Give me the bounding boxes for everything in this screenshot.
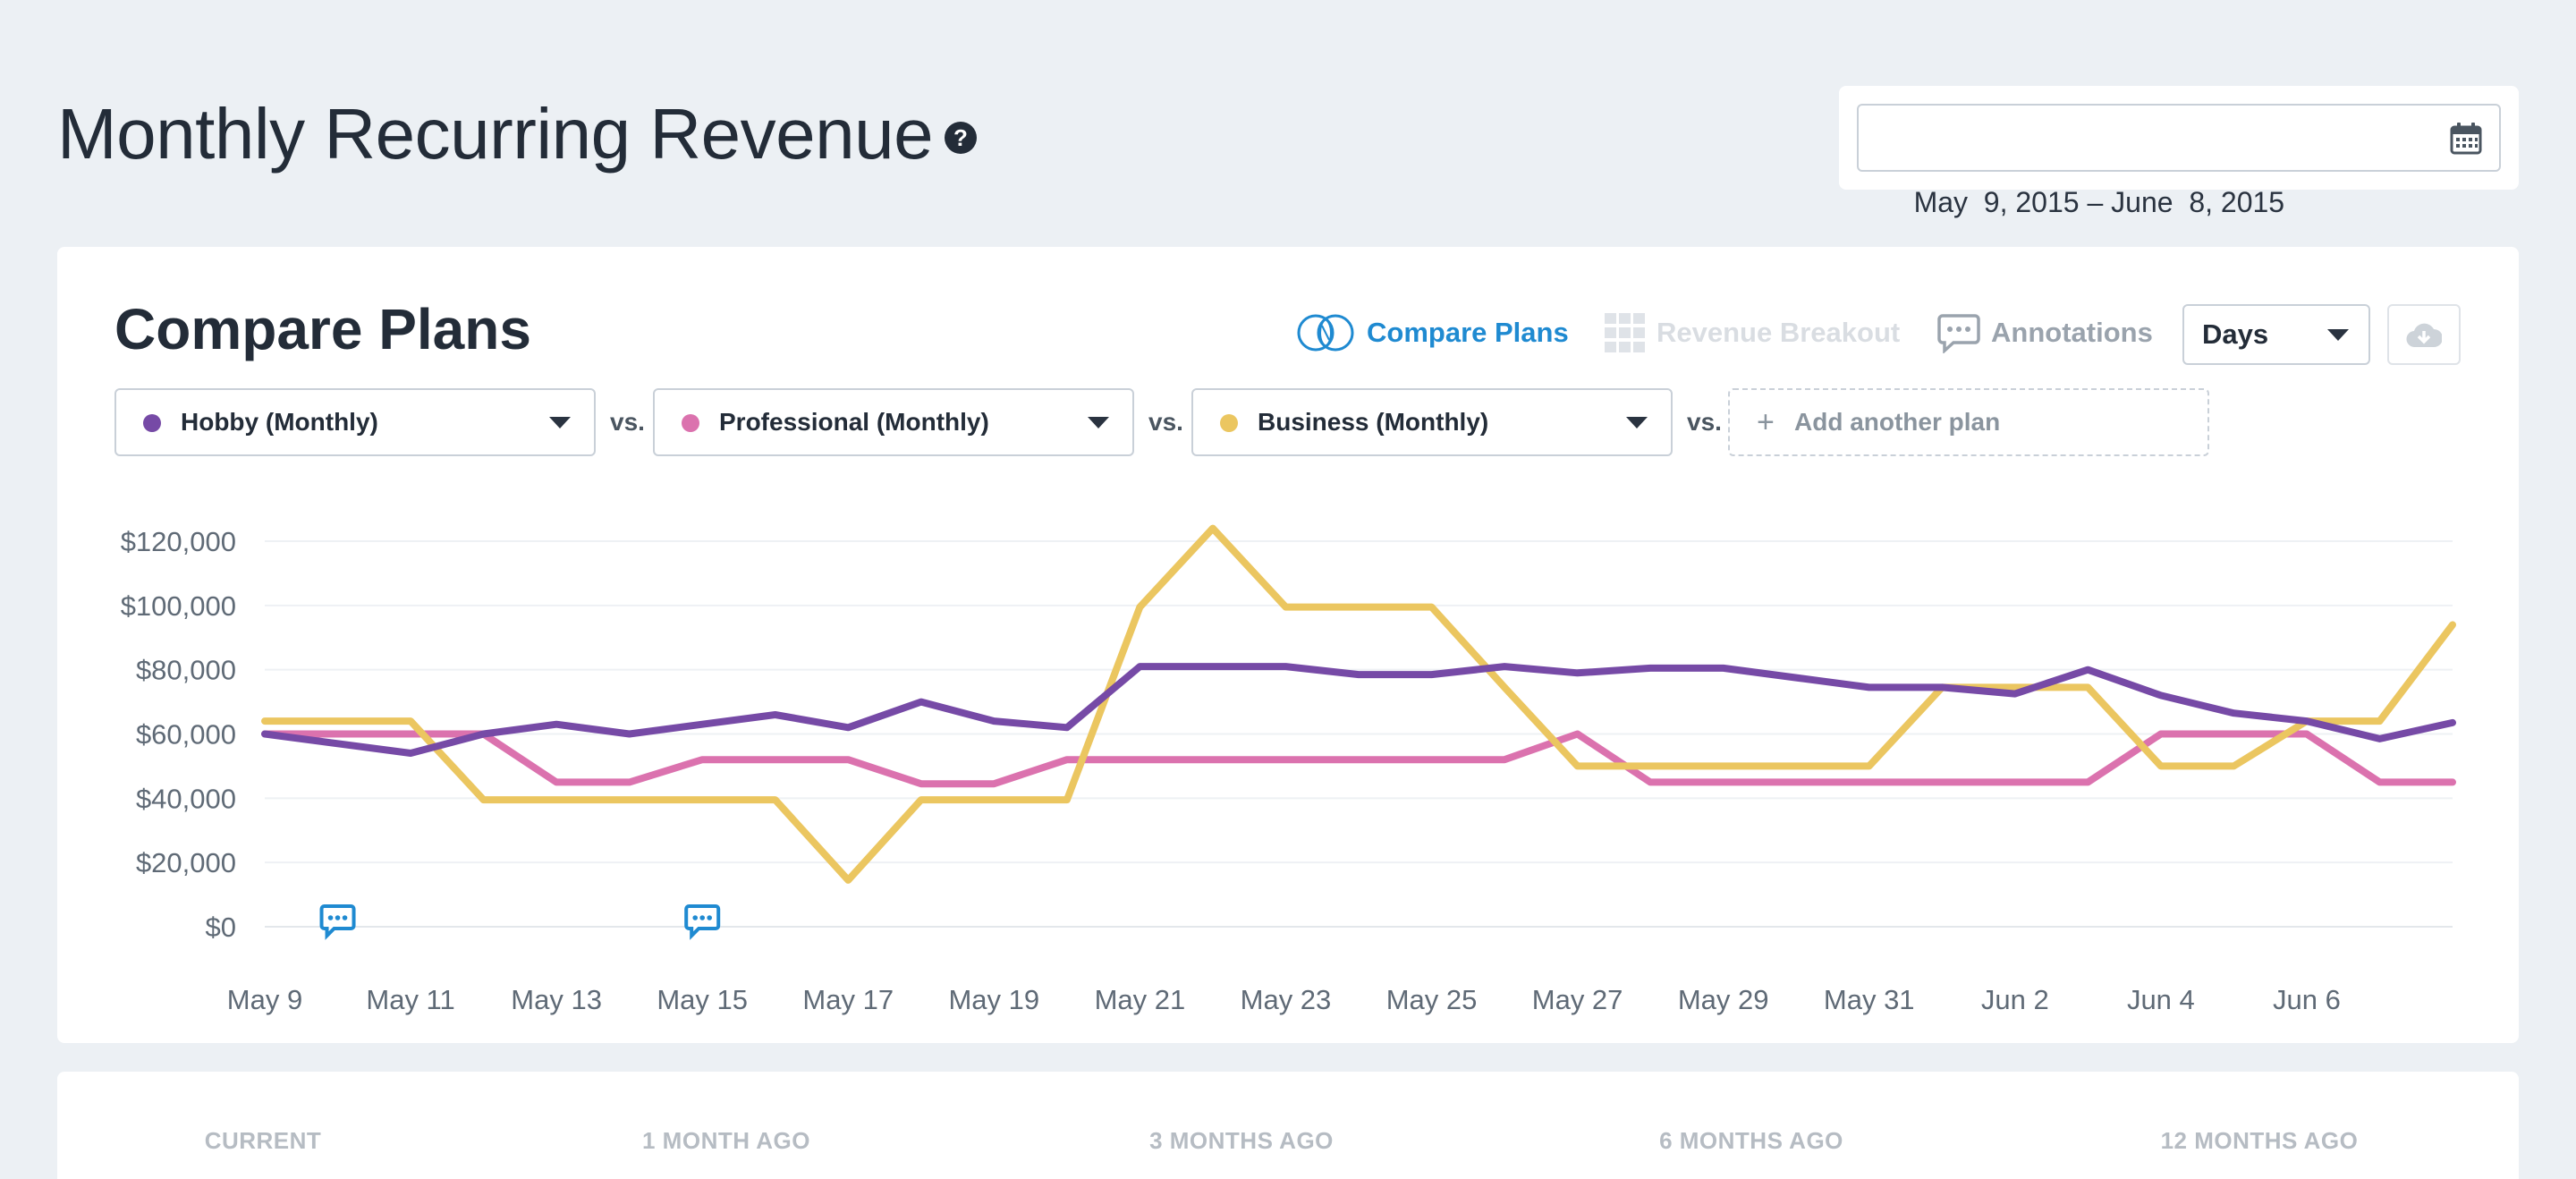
annotation-marker-icon[interactable] [684, 904, 721, 940]
series-line [261, 524, 2456, 884]
vs-label: vs. [1687, 408, 1722, 436]
compare-plans-card: Compare Plans Compare Plans Revenue Brea… [57, 247, 2519, 1043]
chat-bubble-icon [1937, 314, 1980, 353]
x-tick-label: May 19 [948, 984, 1039, 1015]
x-tick-label: Jun 2 [1981, 984, 2049, 1015]
venn-circles-icon [1297, 314, 1354, 352]
help-icon[interactable]: ? [945, 122, 977, 154]
card-title: Compare Plans [114, 297, 531, 361]
x-tick-label: May 25 [1386, 984, 1478, 1015]
cloud-download-icon [2406, 323, 2442, 348]
x-tick-label: Jun 6 [2273, 984, 2341, 1015]
date-range-card: May 9, 2015 – June 8, 2015 [1839, 86, 2519, 218]
series-color-dot [143, 414, 161, 432]
annotations-tab[interactable]: Annotations [1937, 310, 2153, 356]
interval-value: Days [2202, 318, 2269, 350]
annotation-marker-icon[interactable] [319, 904, 356, 940]
grid-icon [1605, 313, 1645, 352]
y-tick-label: $20,000 [136, 847, 236, 878]
x-tick-label: May 27 [1532, 984, 1623, 1015]
y-tick-label: $60,000 [136, 719, 236, 751]
interval-select[interactable]: Days [2182, 304, 2370, 365]
chevron-down-icon [1088, 417, 1109, 428]
x-tick-label: May 31 [1824, 984, 1915, 1015]
stat-label-3-months: 3 MONTHS AGO [1149, 1127, 1334, 1154]
download-button[interactable] [2387, 304, 2461, 365]
compare-plans-label: Compare Plans [1367, 317, 1569, 348]
x-tick-label: May 29 [1678, 984, 1769, 1015]
vs-label: vs. [1148, 408, 1183, 436]
date-range-input[interactable]: May 9, 2015 – June 8, 2015 [1857, 104, 2501, 218]
stat-label-1-month: 1 MONTH AGO [642, 1127, 810, 1154]
stats-card: CURRENT 1 MONTH AGO 3 MONTHS AGO 6 MONTH… [57, 1072, 2519, 1179]
x-tick-label: May 21 [1095, 984, 1186, 1015]
chevron-down-icon [1626, 417, 1648, 428]
plan-select-label: Hobby (Monthly) [181, 408, 378, 436]
x-tick-label: May 9 [227, 984, 302, 1015]
x-tick-label: Jun 4 [2127, 984, 2195, 1015]
y-tick-label: $120,000 [121, 526, 236, 557]
chevron-down-icon [2327, 329, 2349, 341]
page-title: Monthly Recurring Revenue [57, 94, 934, 174]
chevron-down-icon [549, 417, 571, 428]
plan-select-professional[interactable]: Professional (Monthly) [653, 388, 1134, 456]
x-tick-label: May 13 [511, 984, 602, 1015]
date-range-text: May 9, 2015 – June 8, 2015 [1913, 186, 2285, 218]
plus-icon: + [1757, 405, 1775, 439]
add-plan-label: Add another plan [1794, 408, 2001, 436]
stat-label-current: CURRENT [204, 1127, 322, 1154]
compare-plans-tab[interactable]: Compare Plans [1295, 310, 1569, 356]
add-plan-button[interactable]: + Add another plan [1728, 388, 2209, 456]
calendar-icon[interactable] [2449, 122, 2483, 156]
series-color-dot [682, 414, 699, 432]
plan-select-hobby[interactable]: Hobby (Monthly) [114, 388, 596, 456]
x-tick-label: May 23 [1241, 984, 1332, 1015]
vs-label: vs. [610, 408, 645, 436]
revenue-breakout-tab[interactable]: Revenue Breakout [1605, 310, 1900, 356]
stat-label-12-months: 12 MONTHS AGO [2160, 1127, 2359, 1154]
y-tick-label: $0 [206, 912, 236, 943]
revenue-breakout-label: Revenue Breakout [1657, 317, 1901, 348]
y-tick-label: $80,000 [136, 655, 236, 686]
x-tick-label: May 11 [366, 984, 454, 1015]
x-tick-label: May 15 [657, 984, 748, 1015]
mrr-line-chart: $0 $20,000 $40,000 $60,000 $80,000 $100,000 $1… [121, 524, 2456, 1015]
x-tick-label: May 17 [802, 984, 894, 1015]
plan-select-label: Professional (Monthly) [719, 408, 989, 436]
y-tick-label: $40,000 [136, 783, 236, 814]
stat-label-6-months: 6 MONTHS AGO [1659, 1127, 1843, 1154]
series-color-dot [1220, 414, 1238, 432]
series-line [261, 663, 2456, 757]
series-line [261, 730, 2456, 788]
plan-select-business[interactable]: Business (Monthly) [1191, 388, 1673, 456]
annotations-label: Annotations [1991, 317, 2153, 348]
y-tick-label: $100,000 [121, 590, 236, 622]
plan-select-label: Business (Monthly) [1258, 408, 1489, 436]
